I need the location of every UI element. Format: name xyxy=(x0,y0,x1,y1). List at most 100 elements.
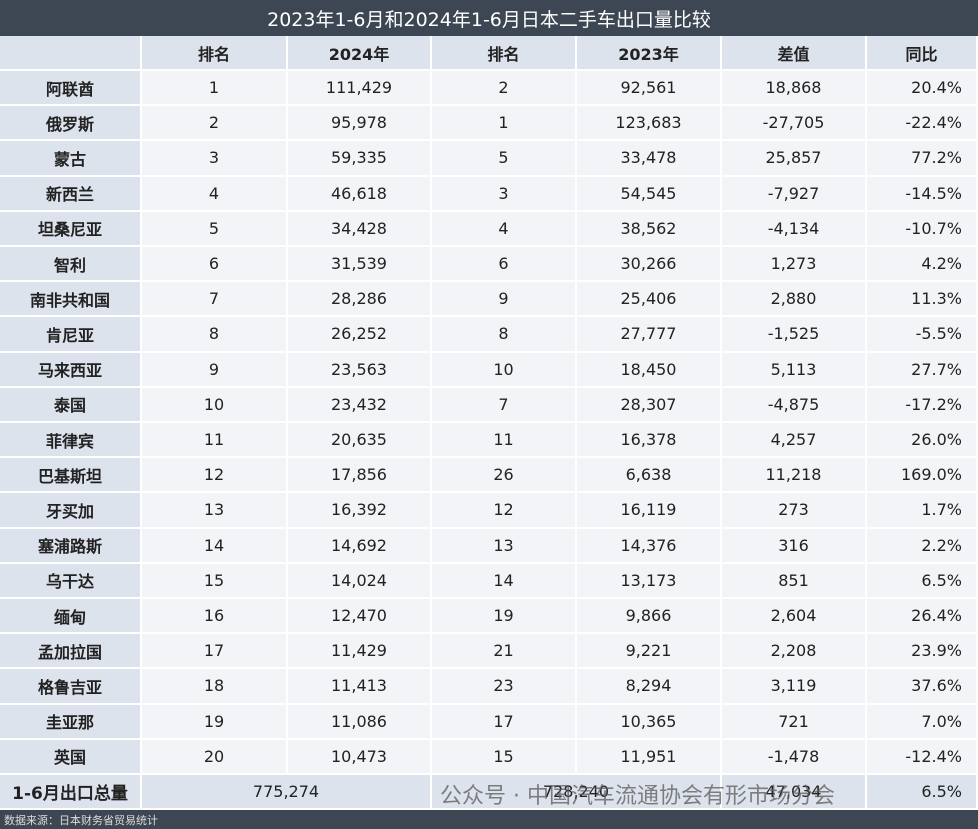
watermark: 公众号 · 中国汽车流通协会有形市场分会 xyxy=(440,784,835,809)
cell: 11,951 xyxy=(577,739,722,775)
total-cell: 6.5% xyxy=(867,775,978,810)
cell: 31,539 xyxy=(288,247,432,283)
cell: 33,478 xyxy=(577,141,722,177)
cell: -1,478 xyxy=(722,739,867,775)
cell: 25,857 xyxy=(722,141,867,177)
cell: 7.0% xyxy=(867,704,978,740)
cell: 12 xyxy=(142,458,288,494)
cell: 14,024 xyxy=(288,563,432,599)
cell: 13,173 xyxy=(577,563,722,599)
cell: -14.5% xyxy=(867,176,978,212)
cell: 4 xyxy=(142,176,288,212)
cell: 12,470 xyxy=(288,599,432,635)
cell: 2,604 xyxy=(722,599,867,635)
cell: 316 xyxy=(722,528,867,564)
cell: 21 xyxy=(432,634,577,670)
row-label: 坦桑尼亚 xyxy=(0,211,142,247)
cell: 8,294 xyxy=(577,669,722,705)
cell: 16,378 xyxy=(577,423,722,459)
cell: 34,428 xyxy=(288,211,432,247)
cell: 10,365 xyxy=(577,704,722,740)
cell: 26.0% xyxy=(867,423,978,459)
cell: 27.7% xyxy=(867,352,978,388)
header-cell: 差值 xyxy=(722,36,867,71)
cell: 16,119 xyxy=(577,493,722,529)
cell: 2,880 xyxy=(722,282,867,318)
cell: 11,429 xyxy=(288,634,432,670)
cell: 11,086 xyxy=(288,704,432,740)
row-label: 新西兰 xyxy=(0,176,142,212)
row-label: 格鲁吉亚 xyxy=(0,669,142,705)
total-cell: 47,034 xyxy=(722,775,867,810)
total-cell: 728,240 xyxy=(432,775,722,810)
row-label: 蒙古 xyxy=(0,141,142,177)
cell: 3 xyxy=(432,176,577,212)
cell: 3,119 xyxy=(722,669,867,705)
cell: 23.9% xyxy=(867,634,978,670)
header-cell: 排名 xyxy=(432,36,577,71)
cell: 169.0% xyxy=(867,458,978,494)
cell: 11 xyxy=(432,423,577,459)
cell: 9 xyxy=(142,352,288,388)
cell: 11.3% xyxy=(867,282,978,318)
cell: -17.2% xyxy=(867,387,978,423)
cell: 13 xyxy=(142,493,288,529)
cell: 92,561 xyxy=(577,71,722,107)
cell: 28,286 xyxy=(288,282,432,318)
cell: 11,413 xyxy=(288,669,432,705)
cell: 18,450 xyxy=(577,352,722,388)
cell: 1 xyxy=(142,71,288,107)
cell: 11 xyxy=(142,423,288,459)
cell: 16 xyxy=(142,599,288,635)
cell: 5 xyxy=(142,211,288,247)
cell: 26,252 xyxy=(288,317,432,353)
cell: -10.7% xyxy=(867,211,978,247)
cell: 46,618 xyxy=(288,176,432,212)
cell: 2.2% xyxy=(867,528,978,564)
cell: 851 xyxy=(722,563,867,599)
cell: 1.7% xyxy=(867,493,978,529)
row-label: 圭亚那 xyxy=(0,704,142,740)
cell: 77.2% xyxy=(867,141,978,177)
cell: 23,563 xyxy=(288,352,432,388)
cell: 15 xyxy=(142,563,288,599)
cell: 111,429 xyxy=(288,71,432,107)
cell: 721 xyxy=(722,704,867,740)
cell: 23,432 xyxy=(288,387,432,423)
cell: 28,307 xyxy=(577,387,722,423)
source: 数据来源：日本财务省贸易统计 xyxy=(0,810,978,829)
cell: 14,376 xyxy=(577,528,722,564)
cell: 59,335 xyxy=(288,141,432,177)
cell: 4.2% xyxy=(867,247,978,283)
cell: 3 xyxy=(142,141,288,177)
cell: 8 xyxy=(142,317,288,353)
row-label: 阿联酋 xyxy=(0,71,142,107)
cell: 10,473 xyxy=(288,739,432,775)
cell: 123,683 xyxy=(577,106,722,142)
cell: 20.4% xyxy=(867,71,978,107)
cell: 37.6% xyxy=(867,669,978,705)
header-cell: 2024年 xyxy=(288,36,432,71)
cell: 7 xyxy=(432,387,577,423)
cell: 19 xyxy=(432,599,577,635)
title: 2023年1-6月和2024年1-6月日本二手车出口量比较 xyxy=(0,0,978,36)
row-label: 塞浦路斯 xyxy=(0,528,142,564)
cell: 10 xyxy=(142,387,288,423)
row-label: 孟加拉国 xyxy=(0,634,142,670)
cell: 18,868 xyxy=(722,71,867,107)
cell: 17 xyxy=(432,704,577,740)
cell: -27,705 xyxy=(722,106,867,142)
cell: 20 xyxy=(142,739,288,775)
row-label: 智利 xyxy=(0,247,142,283)
row-label: 肯尼亚 xyxy=(0,317,142,353)
cell: 14 xyxy=(432,563,577,599)
cell: 5 xyxy=(432,141,577,177)
cell: 6.5% xyxy=(867,563,978,599)
cell: 6 xyxy=(142,247,288,283)
cell: -22.4% xyxy=(867,106,978,142)
header-cell: 同比 xyxy=(867,36,978,71)
cell: 16,392 xyxy=(288,493,432,529)
cell: 17,856 xyxy=(288,458,432,494)
row-label: 菲律宾 xyxy=(0,423,142,459)
cell: 30,266 xyxy=(577,247,722,283)
